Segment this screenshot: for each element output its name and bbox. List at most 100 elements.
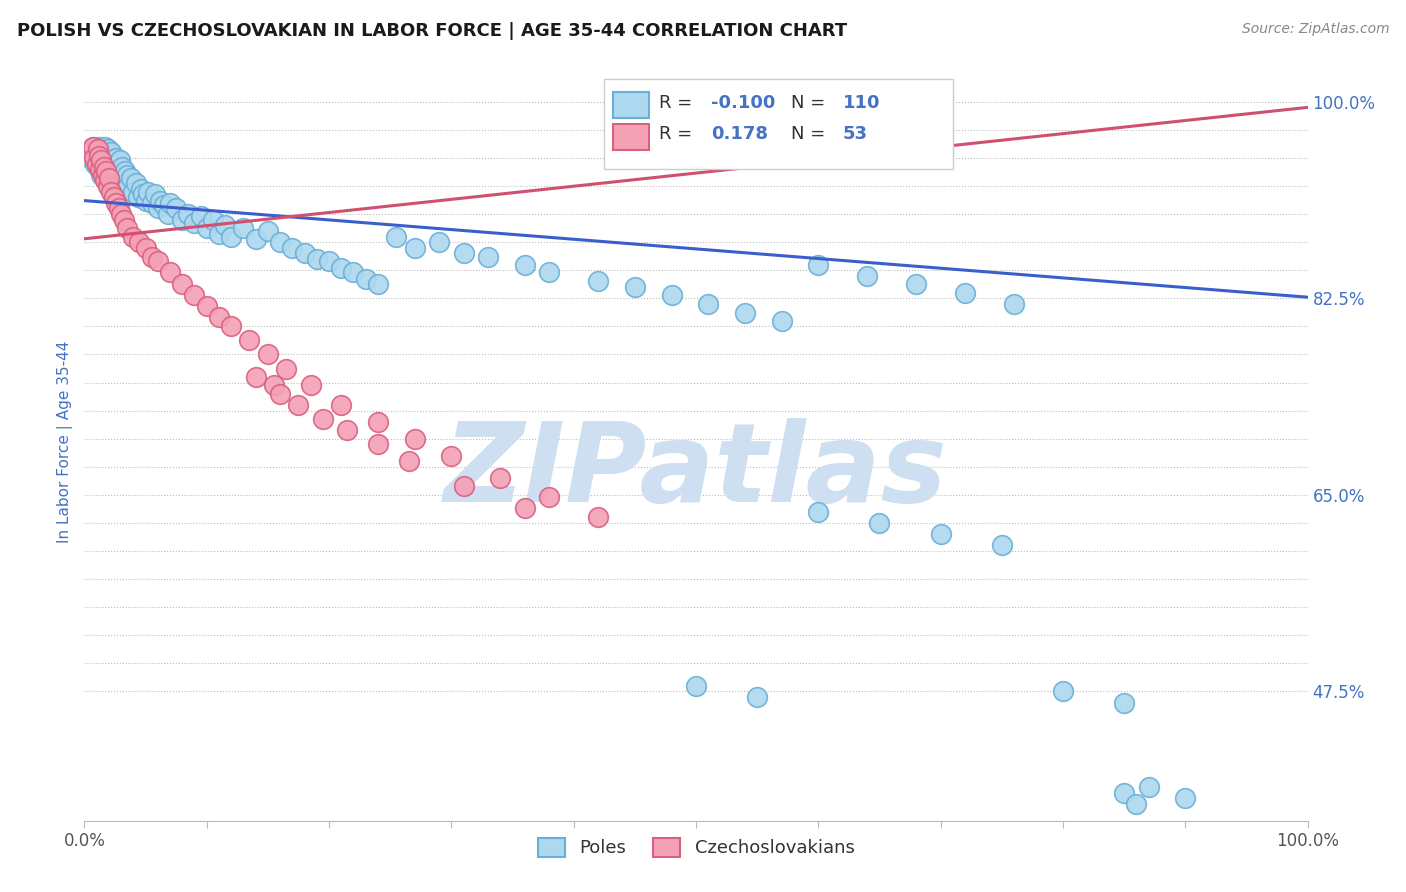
Point — [453, 479, 475, 493]
Point — [1114, 696, 1136, 710]
Text: ZIPatlas: ZIPatlas — [444, 418, 948, 525]
Point — [115, 176, 138, 190]
Point — [93, 145, 115, 160]
Point — [208, 227, 231, 242]
Point — [94, 173, 117, 187]
Point — [89, 162, 111, 177]
Point — [991, 538, 1014, 552]
Point — [108, 153, 131, 168]
Point — [269, 235, 291, 249]
Point — [734, 306, 756, 320]
Point — [201, 212, 224, 227]
Point — [82, 139, 104, 153]
Point — [177, 207, 200, 221]
Point — [91, 151, 114, 165]
Point — [122, 229, 145, 244]
Point — [83, 151, 105, 165]
Point — [172, 212, 194, 227]
Point — [141, 195, 163, 210]
Point — [146, 254, 169, 268]
Point — [135, 194, 157, 208]
Text: POLISH VS CZECHOSLOVAKIAN IN LABOR FORCE | AGE 35-44 CORRELATION CHART: POLISH VS CZECHOSLOVAKIAN IN LABOR FORCE… — [17, 22, 846, 40]
Point — [90, 142, 112, 156]
Point — [91, 168, 114, 182]
Point — [97, 142, 120, 156]
Point — [103, 190, 125, 204]
Point — [100, 173, 122, 187]
Text: N =: N = — [792, 94, 825, 112]
Point — [1137, 780, 1160, 794]
Point — [114, 164, 136, 178]
Point — [299, 377, 322, 392]
Point — [238, 333, 260, 347]
FancyBboxPatch shape — [605, 79, 953, 169]
Point — [93, 160, 115, 174]
Point — [172, 277, 194, 291]
Point — [342, 265, 364, 279]
Point — [143, 186, 166, 201]
Point — [91, 160, 114, 174]
Point — [219, 229, 242, 244]
Point — [747, 690, 769, 704]
Point — [269, 386, 291, 401]
Point — [1052, 684, 1074, 698]
Legend: Poles, Czechoslovakians: Poles, Czechoslovakians — [530, 830, 862, 864]
Point — [232, 220, 254, 235]
Point — [624, 280, 647, 294]
Point — [869, 516, 891, 530]
Point — [770, 314, 793, 328]
Point — [513, 258, 536, 272]
Point — [330, 398, 353, 412]
Point — [538, 490, 561, 504]
Point — [276, 362, 298, 376]
Point — [257, 347, 280, 361]
Point — [538, 265, 561, 279]
Point — [87, 149, 110, 163]
Point — [136, 185, 159, 199]
Point — [398, 454, 420, 468]
Point — [94, 153, 117, 168]
Point — [404, 241, 426, 255]
Point — [165, 202, 187, 216]
Point — [440, 449, 463, 463]
Point — [661, 288, 683, 302]
Point — [98, 162, 121, 177]
Point — [127, 190, 149, 204]
Point — [79, 151, 101, 165]
Point — [107, 162, 129, 177]
Point — [97, 171, 120, 186]
Point — [287, 398, 309, 412]
Point — [807, 505, 830, 519]
Point — [86, 156, 108, 170]
Point — [697, 297, 720, 311]
Point — [807, 258, 830, 272]
Point — [115, 168, 138, 182]
Point — [685, 679, 707, 693]
Text: R =: R = — [659, 126, 693, 144]
Point — [367, 277, 389, 291]
Point — [82, 139, 104, 153]
Point — [93, 164, 115, 178]
Point — [477, 250, 499, 264]
Point — [1002, 297, 1025, 311]
Point — [105, 195, 128, 210]
Point — [87, 139, 110, 153]
Point — [146, 202, 169, 216]
Point — [97, 179, 120, 194]
Point — [367, 415, 389, 429]
Point — [97, 156, 120, 170]
Point — [132, 186, 155, 201]
Point — [112, 212, 135, 227]
Point — [97, 168, 120, 182]
Point — [305, 252, 328, 266]
Text: N =: N = — [792, 126, 825, 144]
Point — [905, 277, 928, 291]
Point — [404, 432, 426, 446]
Point — [385, 229, 408, 244]
Point — [100, 185, 122, 199]
Point — [107, 202, 129, 216]
Point — [89, 145, 111, 160]
Text: R =: R = — [659, 94, 693, 112]
Point — [86, 153, 108, 168]
Point — [281, 241, 304, 255]
